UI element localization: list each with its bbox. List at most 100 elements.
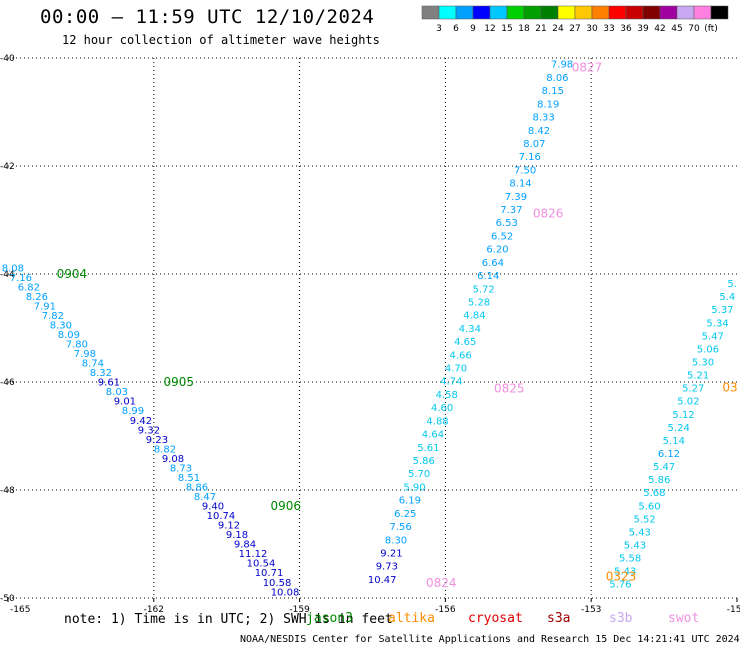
wave-height-value: 6.12	[658, 449, 680, 460]
wave-height-value: 5.4	[719, 292, 735, 303]
wave-height-value: 5.47	[702, 331, 724, 342]
wave-height-value: 5.43	[624, 541, 646, 552]
wave-height-value: 8.74	[82, 359, 104, 370]
wave-height-value: 10.71	[255, 568, 284, 579]
wave-height-value: 7.98	[74, 349, 96, 360]
wave-height-value: 4.74	[440, 377, 462, 388]
legend-label: 24	[552, 24, 564, 34]
y-tick-label: -48	[0, 486, 15, 496]
wave-height-value: 5.76	[609, 580, 631, 591]
wave-height-value: 5.43	[614, 567, 636, 578]
chart-subtitle: 12 hour collection of altimeter wave hei…	[62, 33, 380, 47]
wave-height-value: 5.34	[706, 318, 728, 329]
legend-label: 42	[654, 24, 665, 34]
wave-height-value: 7.37	[500, 205, 522, 216]
y-tick-label: -40	[0, 54, 15, 64]
wave-height-value: 10.74	[207, 511, 236, 522]
wave-height-value: 8.26	[26, 292, 48, 303]
y-tick-label: -44	[0, 270, 15, 280]
wave-height-value: 9.08	[162, 454, 184, 465]
wave-height-value: 7.16	[10, 273, 32, 284]
wave-height-value: 7.82	[42, 311, 64, 322]
y-tick-label: -42	[0, 162, 15, 172]
wave-height-value: 5.24	[668, 423, 690, 434]
satellite-legend-swot: swot	[668, 611, 700, 626]
wave-height-value: 5.21	[687, 371, 709, 382]
wave-height-value: 8.30	[50, 320, 72, 331]
legend-label: 70	[688, 24, 700, 34]
wave-height-value: 5.90	[403, 482, 425, 493]
wave-height-value: 8.73	[170, 463, 192, 474]
wave-height-value: 9.32	[138, 425, 160, 436]
time-label: 0323	[606, 569, 637, 583]
wave-height-value: 8.19	[537, 99, 559, 110]
wave-height-value: 5.52	[634, 514, 656, 525]
wave-height-value: 5.37	[711, 305, 733, 316]
wave-height-value: 4.84	[463, 311, 485, 322]
wave-height-value: 8.47	[194, 492, 216, 503]
plot-area: -165 -162 -159 -156 -153 -150 -40 -42 -44 -46 -48 -…	[0, 54, 740, 615]
satellite-legend-altika: altika	[388, 611, 435, 626]
y-tick-label: -50	[0, 594, 15, 604]
chart-note: note: 1) Time is in UTC; 2) SWH is in fe…	[64, 612, 393, 627]
wave-height-value: 4.65	[454, 337, 476, 348]
wave-height-value: 5.72	[473, 284, 495, 295]
wave-height-value: 5.43	[629, 527, 651, 538]
wave-height-value: 6.14	[477, 271, 499, 282]
wave-height-value: 6.52	[491, 231, 513, 242]
chart-title: 00:00 – 11:59 UTC 12/10/2024	[40, 6, 375, 28]
time-label: 0827	[572, 61, 603, 75]
wave-height-value: 9.61	[98, 378, 120, 389]
wave-height-value: 11.12	[239, 549, 268, 560]
satellite-legend-s3a: s3a	[547, 611, 571, 626]
legend-swatch	[710, 5, 729, 20]
satellite-legend-cryosat: cryosat	[468, 611, 523, 626]
wave-height-value: 6.64	[482, 258, 504, 269]
satellite-legend-jason3: jason3	[306, 611, 353, 626]
x-tick-label: -150	[727, 605, 740, 615]
wave-height-value: 5.68	[643, 488, 665, 499]
legend-label: 6	[453, 24, 459, 34]
legend-label: 9	[470, 24, 476, 34]
legend-label: 3	[436, 24, 442, 34]
wave-height-value: 8.15	[542, 86, 564, 97]
wave-height-value: 5.27	[682, 384, 704, 395]
wave-height-value: 5.60	[638, 501, 660, 512]
time-label: 03	[722, 380, 737, 394]
wave-height-value: 4.64	[422, 430, 444, 441]
wave-height-value: 8.06	[546, 73, 568, 84]
wave-height-value: 9.40	[202, 502, 224, 513]
legend-label: (ft)	[704, 24, 718, 34]
legend-label: 21	[535, 24, 546, 34]
legend-label: 36	[620, 24, 632, 34]
wave-height-value: 9.12	[218, 521, 240, 532]
wave-height-value: 4.66	[449, 350, 471, 361]
wave-height-value: 9.73	[376, 562, 398, 573]
wave-height-value: 10.54	[247, 559, 276, 570]
wave-height-value: 8.33	[532, 113, 554, 124]
wave-height-value: 8.86	[186, 482, 208, 493]
legend-label: 45	[671, 24, 682, 34]
wave-height-value: 6.19	[399, 496, 421, 507]
satellite-legend-s3b: s3b	[609, 611, 633, 626]
wave-height-value: 7.56	[390, 522, 412, 533]
wave-height-value: 6.82	[18, 282, 40, 293]
time-label: 0824	[426, 576, 457, 590]
wave-height-value: 8.82	[154, 444, 176, 455]
wave-height-value: 7.91	[34, 301, 56, 312]
wave-height-value: 7.50	[514, 165, 536, 176]
wave-height-value: 5.86	[648, 475, 670, 486]
x-tick-label: -159	[289, 605, 310, 615]
time-label: 0904	[57, 267, 88, 281]
wave-height-value: 10.08	[271, 587, 300, 598]
wave-height-value: 5.06	[697, 344, 719, 355]
legend-label: 12	[484, 24, 495, 34]
wave-height-value: 6.53	[496, 218, 518, 229]
wave-height-value: 8.14	[509, 179, 531, 190]
wave-height-value: 5.28	[468, 297, 490, 308]
wave-height-value: 8.07	[523, 139, 545, 150]
wave-height-value: 4.88	[426, 416, 448, 427]
wave-height-value: 5.30	[692, 358, 714, 369]
wave-height-value: 5.14	[663, 436, 685, 447]
x-tick-label: -162	[144, 605, 164, 615]
